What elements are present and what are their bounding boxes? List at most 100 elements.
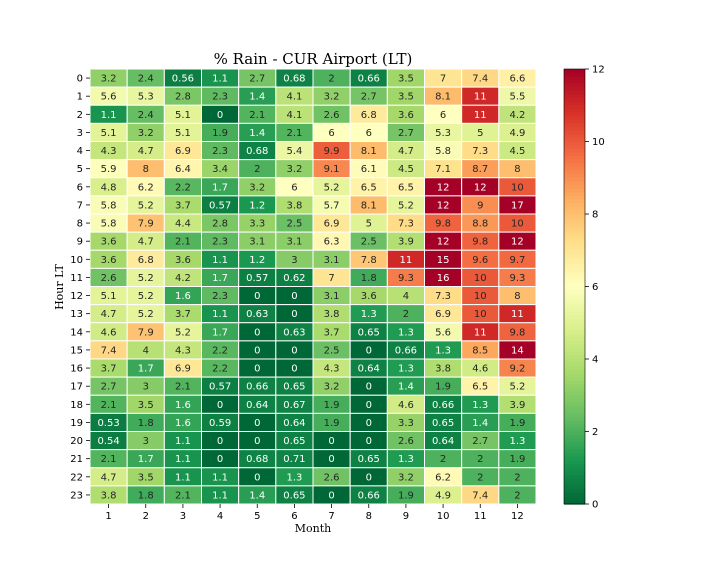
cell-value-label: 1.4	[249, 92, 265, 103]
colorbar-gradient-strip	[564, 170, 585, 175]
x-tick-label: 3	[180, 511, 186, 522]
y-tick-label: 5	[77, 164, 83, 175]
colorbar-gradient-strip	[564, 420, 585, 425]
cell-value-label: 0.56	[172, 74, 194, 85]
cell-value-label: 5.3	[435, 128, 451, 139]
cell-value-label: 2.5	[361, 237, 377, 248]
cell-value-label: 0	[366, 418, 372, 429]
y-tick-label: 12	[70, 291, 83, 302]
cell-value-label: 0	[254, 418, 260, 429]
cell-value-label: 7	[440, 74, 446, 85]
cell-value-label: 3.9	[509, 400, 525, 411]
cell-value-label: 0.64	[283, 418, 305, 429]
x-tick-label: 12	[511, 511, 524, 522]
cell-value-label: 9.6	[472, 255, 488, 266]
cell-value-label: 7.9	[138, 219, 154, 230]
cell-value-label: 0.63	[283, 327, 305, 338]
colorbar-gradient-strip	[564, 199, 585, 204]
colorbar-gradient-strip	[564, 413, 585, 418]
cell-value-label: 5.8	[101, 219, 117, 230]
cell-value-label: 4.4	[175, 219, 191, 230]
cell-value-label: 1.8	[138, 418, 154, 429]
cell-value-label: 0	[328, 436, 334, 447]
colorbar-gradient-strip	[564, 174, 585, 179]
cell-value-label: 3.7	[101, 364, 117, 375]
cell-value-label: 3.4	[212, 164, 228, 175]
colorbar-gradient-strip	[564, 206, 585, 211]
cell-value-label: 0.64	[358, 364, 380, 375]
colorbar-gradient-strip	[564, 217, 585, 222]
cell-value-label: 3.2	[324, 92, 340, 103]
cell-value-label: 0	[328, 490, 334, 501]
cell-value-label: 3	[143, 436, 149, 447]
cell-value-label: 4.7	[138, 146, 154, 157]
colorbar-gradient-strip	[564, 257, 585, 262]
cell-value-label: 0	[366, 345, 372, 356]
cell-value-label: 1.1	[175, 436, 191, 447]
cell-value-label: 10	[511, 182, 524, 193]
cell-value-label: 0	[254, 436, 260, 447]
cell-value-label: 5.2	[138, 309, 154, 320]
cell-value-label: 0	[217, 110, 223, 121]
cell-value-label: 5.2	[324, 182, 340, 193]
cell-value-label: 11	[474, 327, 487, 338]
cell-value-label: 0.68	[246, 146, 268, 157]
x-tick-label: 6	[291, 511, 297, 522]
y-tick-label: 11	[70, 273, 83, 284]
cell-value-label: 1.9	[212, 128, 228, 139]
cell-value-label: 8.8	[472, 219, 488, 230]
cell-value-label: 0	[328, 454, 334, 465]
cell-value-label: 9	[477, 200, 483, 211]
cell-value-label: 5.3	[138, 92, 154, 103]
cell-value-label: 1.6	[175, 291, 191, 302]
cell-value-label: 3.2	[324, 382, 340, 393]
colorbar-gradient-strip	[564, 130, 585, 135]
colorbar-gradient-strip	[564, 435, 585, 440]
cell-value-label: 1.1	[212, 255, 228, 266]
cell-value-label: 0.57	[209, 382, 231, 393]
colorbar-gradient-strip	[564, 398, 585, 404]
colorbar-gradient-strip	[564, 279, 585, 284]
colorbar-gradient-strip	[564, 449, 585, 454]
cell-value-label: 4.7	[101, 309, 117, 320]
colorbar-gradient-strip	[564, 137, 585, 143]
cell-value-label: 6.2	[435, 472, 451, 483]
colorbar-tick-label: 0	[592, 500, 598, 511]
cell-value-label: 3.3	[398, 418, 414, 429]
colorbar-gradient-strip	[564, 377, 585, 382]
colorbar-gradient-strip	[564, 253, 585, 259]
cell-value-label: 3.9	[398, 237, 414, 248]
cell-value-label: 6.2	[138, 182, 154, 193]
colorbar-gradient-strip	[564, 246, 585, 251]
colorbar-gradient-strip	[564, 456, 585, 462]
cell-value-label: 3.2	[286, 164, 302, 175]
cell-value-label: 4.7	[138, 237, 154, 248]
cell-value-label: 2.1	[175, 237, 191, 248]
colorbar-gradient-strip	[564, 438, 585, 443]
cell-value-label: 5.2	[398, 200, 414, 211]
colorbar-gradient-strip	[564, 83, 585, 88]
cell-value-label: 1.6	[175, 400, 191, 411]
cell-value-label: 5.2	[138, 200, 154, 211]
cell-value-label: 9.3	[509, 273, 525, 284]
cell-value-label: 4.7	[101, 472, 117, 483]
colorbar-gradient-strip	[564, 427, 585, 433]
y-tick-label: 17	[70, 382, 83, 393]
colorbar-gradient-strip	[564, 402, 585, 407]
cell-value-label: 1.4	[249, 128, 265, 139]
cell-value-label: 0.71	[283, 454, 305, 465]
cell-value-label: 3.2	[249, 182, 265, 193]
cell-value-label: 9.8	[472, 237, 488, 248]
colorbar-gradient-strip	[564, 369, 585, 375]
cell-value-label: 9.2	[509, 364, 525, 375]
cell-value-label: 1.3	[398, 327, 414, 338]
colorbar-gradient-strip	[564, 148, 585, 153]
cell-value-label: 1.4	[398, 382, 414, 393]
cell-value-label: 10	[474, 309, 487, 320]
y-tick-label: 8	[77, 219, 83, 230]
cell-value-label: 7.9	[138, 327, 154, 338]
cell-value-label: 1.3	[361, 309, 377, 320]
cell-value-label: 1.9	[435, 382, 451, 393]
cell-value-label: 2.2	[212, 364, 228, 375]
